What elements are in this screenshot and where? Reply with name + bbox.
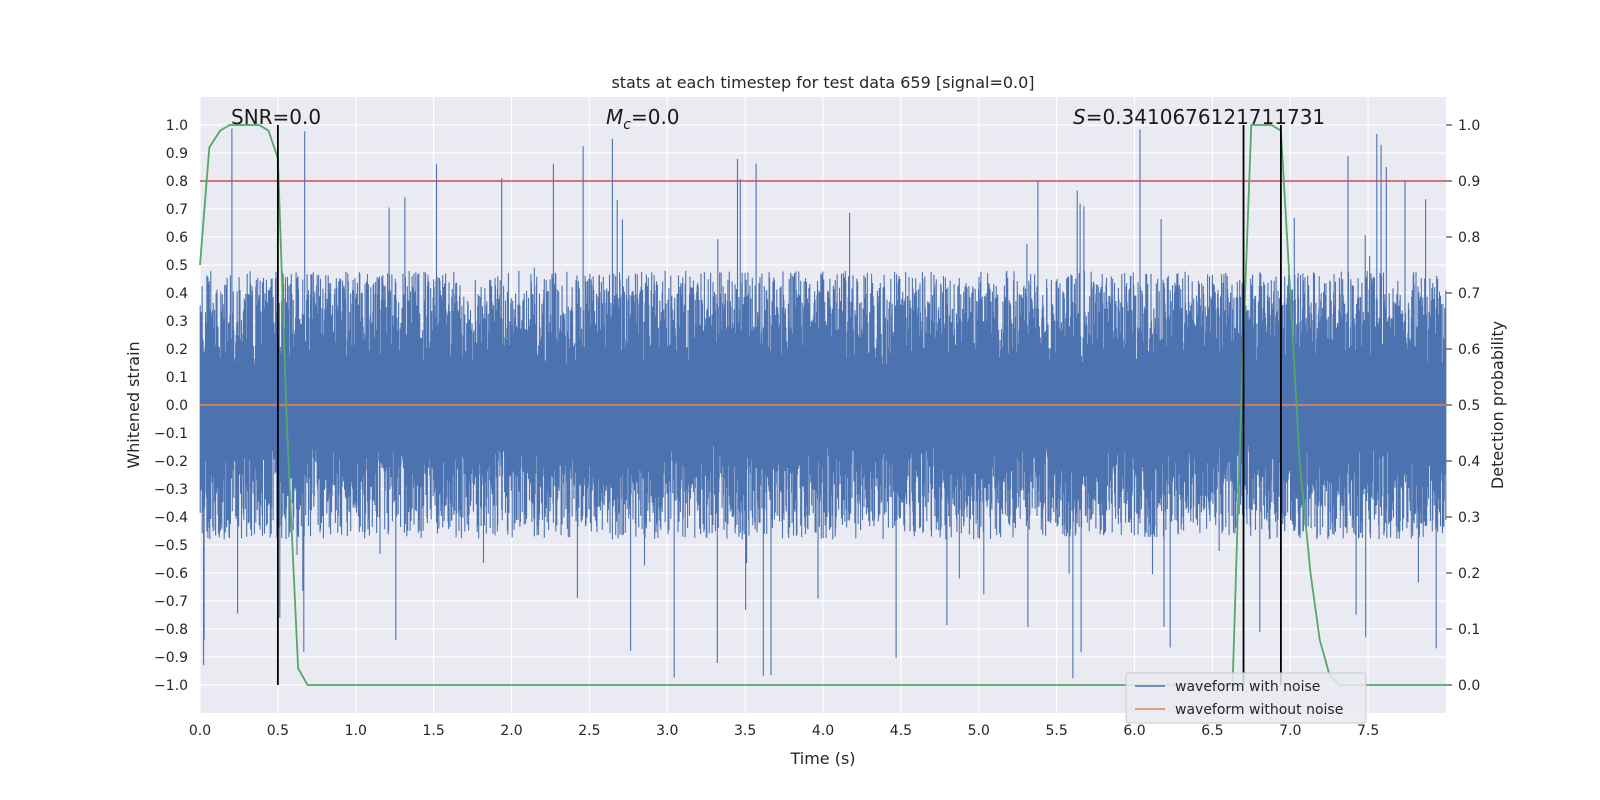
y-tick-label: −0.7 <box>154 594 188 610</box>
y-tick-label: 0.3 <box>166 314 188 330</box>
y2-tick-label: 0.2 <box>1458 566 1480 582</box>
y-tick-label: −0.5 <box>154 538 188 554</box>
y-tick-label: −0.8 <box>154 622 188 638</box>
y-tick-label: −0.2 <box>154 454 188 470</box>
legend: waveform with noise waveform without noi… <box>1125 672 1367 724</box>
x-tick-label: 0.0 <box>189 723 211 739</box>
y-tick-label: 0.2 <box>166 342 188 358</box>
y-tick-label: 0.8 <box>166 174 188 190</box>
y2-tick-label: 0.4 <box>1458 454 1480 470</box>
y2-tick-label: 0.3 <box>1458 510 1480 526</box>
ticks: 0.0 0.5 1.0 1.5 2.0 2.5 3.0 3.5 4.0 4.5 5.0 5.5 6.0 6… <box>154 118 1480 739</box>
detection-probability-line <box>199 124 1446 686</box>
chirp-mass-annotation: Mc=0.0 <box>606 105 680 133</box>
x-tick-label: 2.0 <box>500 723 522 739</box>
x-tick-label: 3.0 <box>656 723 678 739</box>
y-tick-label: 0.9 <box>166 146 188 162</box>
y2-tick-label: 0.8 <box>1458 230 1480 246</box>
y2-tick-label: 0.7 <box>1458 286 1480 302</box>
x-tick-label: 7.0 <box>1279 723 1301 739</box>
y-tick-label: 0.1 <box>166 370 188 386</box>
y-tick-label: 0.5 <box>166 258 188 274</box>
x-tick-label: 2.5 <box>578 723 600 739</box>
y-tick-label: −1.0 <box>154 678 188 694</box>
x-tick-label: 6.5 <box>1201 723 1223 739</box>
y-tick-label: 1.0 <box>166 118 188 134</box>
x-tick-label: 4.0 <box>812 723 834 739</box>
score-annotation: S=0.3410676121711731 <box>1073 105 1325 129</box>
y-tick-label: 0.0 <box>166 398 188 414</box>
x-tick-label: 6.0 <box>1123 723 1145 739</box>
y2-axis-label: Detection probability <box>1488 321 1507 489</box>
x-tick-label: 1.5 <box>422 723 444 739</box>
x-tick-label: 4.5 <box>890 723 912 739</box>
x-tick-label: 5.0 <box>968 723 990 739</box>
y2-tick-label: 0.1 <box>1458 622 1480 638</box>
legend-label-clean: waveform without noise <box>1175 702 1343 718</box>
x-tick-label: 3.5 <box>734 723 756 739</box>
x-tick-label: 0.5 <box>267 723 289 739</box>
y-axis-label: Whitened strain <box>124 341 143 468</box>
x-axis-label: Time (s) <box>789 749 855 768</box>
y2-tick-label: 0.5 <box>1458 398 1480 414</box>
y2-tick-label: 0.9 <box>1458 174 1480 190</box>
y-tick-label: −0.1 <box>154 426 188 442</box>
y-tick-label: −0.6 <box>154 566 188 582</box>
x-tick-label: 7.5 <box>1357 723 1379 739</box>
legend-box <box>1125 672 1367 724</box>
x-tick-label: 1.0 <box>345 723 367 739</box>
chart-title: stats at each timestep for test data 659… <box>611 73 1034 92</box>
y-tick-label: 0.7 <box>166 202 188 218</box>
y-tick-label: 0.6 <box>166 230 188 246</box>
line-series <box>199 124 1446 686</box>
noise-waveform-trace <box>199 128 1447 679</box>
y2-tick-label: 1.0 <box>1458 118 1480 134</box>
snr-annotation: SNR=0.0 <box>231 105 321 129</box>
noise-waveform-series <box>199 128 1447 679</box>
y2-tick-label: 0.6 <box>1458 342 1480 358</box>
x-tick-label: 5.5 <box>1045 723 1067 739</box>
y-tick-label: −0.9 <box>154 650 188 666</box>
y-tick-label: −0.4 <box>154 510 188 526</box>
vertical-markers <box>276 125 1282 685</box>
y2-tick-label: 0.0 <box>1458 678 1480 694</box>
y-tick-label: −0.3 <box>154 482 188 498</box>
y-tick-label: 0.4 <box>166 286 188 302</box>
legend-label-noise: waveform with noise <box>1175 679 1320 695</box>
